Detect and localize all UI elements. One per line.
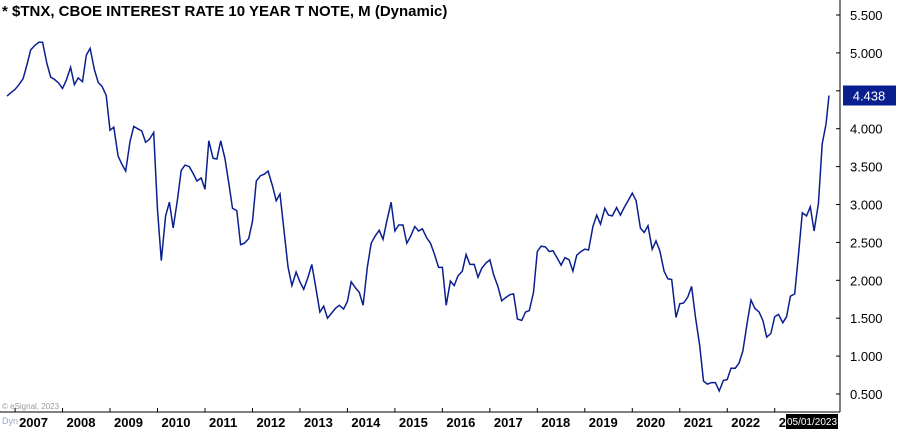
x-tick-label: 2007 — [19, 415, 48, 429]
chart-title: * $TNX, CBOE INTEREST RATE 10 YEAR T NOT… — [2, 3, 448, 20]
x-tick-label: 2015 — [399, 415, 428, 429]
esignal-credit: © eSignal, 2023 — [2, 402, 60, 411]
series-last-segment — [825, 95, 830, 125]
y-tick-label: 4.000 — [850, 122, 883, 137]
x-tick-label: 2013 — [304, 415, 333, 429]
last-value-badge — [843, 85, 896, 106]
y-tick-label: 2.000 — [850, 273, 883, 288]
x-tick-label: 2017 — [494, 415, 523, 429]
x-tick-label: 2014 — [351, 415, 381, 429]
y-tick-label: 2.500 — [850, 235, 883, 250]
x-axis: 2007 2008 2009 2010 2011 2012 2013 2014 2015 2016… — [14, 408, 786, 429]
y-tick-label: 0.500 — [850, 387, 883, 402]
y-axis: 0.500 1.000 1.500 2.000 2.500 3.000 3.500 4.000… — [836, 8, 883, 402]
last-value-label: 4.438 — [853, 88, 886, 103]
date-badge — [786, 414, 838, 429]
y-tick-label: 3.000 — [850, 198, 883, 213]
date-badge-label: 05/01/2023 — [787, 417, 837, 428]
x-tick-label: 2010 — [162, 415, 191, 429]
y-tick-label: 1.500 — [850, 311, 883, 326]
x-tick-label: 2016 — [446, 415, 475, 429]
x-tick-label: 2022 — [731, 415, 760, 429]
value-badges: 4.438 05/01/2023 — [786, 85, 896, 429]
x-tick-label: 2021 — [684, 415, 713, 429]
x-tick-label: 2012 — [256, 415, 285, 429]
x-tick-label: 2009 — [114, 415, 143, 429]
x-tick-label: 2008 — [67, 415, 96, 429]
x-tick-label: 2018 — [541, 415, 570, 429]
y-tick-label: 5.000 — [850, 46, 883, 61]
plot-frame — [0, 0, 841, 413]
series-line[interactable] — [6, 41, 827, 393]
y-tick-label: 5.500 — [850, 8, 883, 23]
y-tick-label: 1.000 — [850, 349, 883, 364]
x-tick-label: 2019 — [589, 415, 618, 429]
x-tick-label: 2011 — [209, 415, 237, 429]
dynamic-label: Dyn — [2, 416, 19, 426]
x-tick-label: 2 — [779, 415, 786, 429]
y-tick-label: 3.500 — [850, 160, 883, 175]
x-tick-label: 2020 — [636, 415, 665, 429]
